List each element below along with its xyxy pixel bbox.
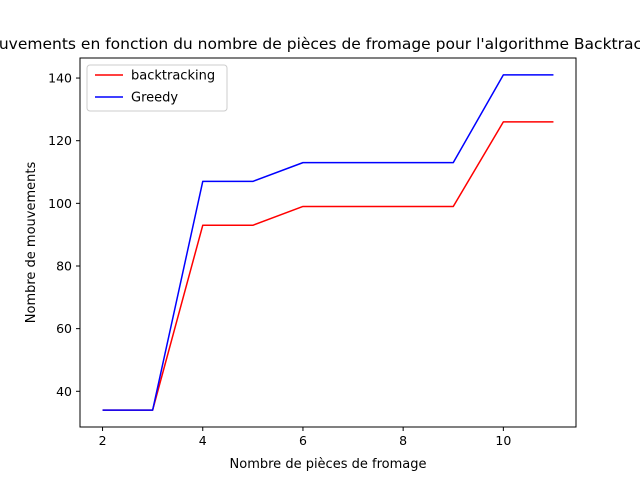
series-line-greedy bbox=[102, 74, 554, 411]
y-axis: 40 60 80 100 120 140 bbox=[48, 71, 80, 399]
x-axis: 2 4 6 8 10 bbox=[99, 427, 511, 448]
y-tick-label: 40 bbox=[56, 384, 72, 399]
y-tick-label: 120 bbox=[48, 133, 72, 148]
series-layer bbox=[102, 74, 554, 411]
chart-title: Nombre de mouvements en fonction du nomb… bbox=[0, 35, 640, 53]
plot-area-frame bbox=[79, 57, 577, 428]
legend-box bbox=[86, 64, 228, 112]
series-line-backtracking bbox=[102, 121, 554, 411]
y-tick-label: 60 bbox=[56, 321, 72, 336]
x-axis-label: Nombre de pièces de fromage bbox=[230, 457, 427, 472]
x-tick-label: 8 bbox=[399, 433, 407, 448]
legend: backtracking Greedy bbox=[86, 64, 228, 112]
x-tick-label: 6 bbox=[299, 433, 307, 448]
x-tick-label: 2 bbox=[99, 433, 107, 448]
x-tick-label: 10 bbox=[495, 433, 511, 448]
legend-label-backtracking: backtracking bbox=[131, 69, 215, 84]
legend-label-greedy: Greedy bbox=[131, 91, 178, 106]
y-tick-label: 100 bbox=[48, 196, 72, 211]
y-tick-label: 80 bbox=[56, 258, 72, 273]
y-axis-label: Nombre de mouvements bbox=[24, 162, 39, 324]
x-tick-label: 4 bbox=[199, 433, 207, 448]
y-tick-label: 140 bbox=[48, 71, 72, 86]
